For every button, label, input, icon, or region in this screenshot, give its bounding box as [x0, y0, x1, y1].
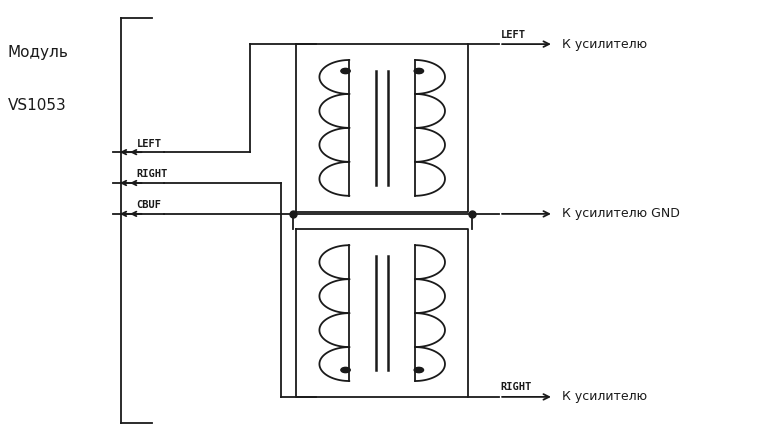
- Text: К усилителю GND: К усилителю GND: [562, 207, 679, 220]
- Circle shape: [341, 367, 350, 373]
- Text: LEFT: LEFT: [136, 138, 161, 149]
- Text: К усилителю: К усилителю: [562, 37, 647, 51]
- Circle shape: [414, 367, 424, 373]
- Text: К усилителю: К усилителю: [562, 390, 647, 404]
- Text: RIGHT: RIGHT: [136, 169, 168, 179]
- Text: LEFT: LEFT: [501, 30, 526, 40]
- Circle shape: [341, 68, 350, 74]
- Circle shape: [414, 68, 424, 74]
- Text: Модуль: Модуль: [8, 45, 69, 60]
- Text: VS1053: VS1053: [8, 98, 66, 113]
- Text: RIGHT: RIGHT: [501, 382, 532, 392]
- Text: CBUF: CBUF: [136, 200, 161, 210]
